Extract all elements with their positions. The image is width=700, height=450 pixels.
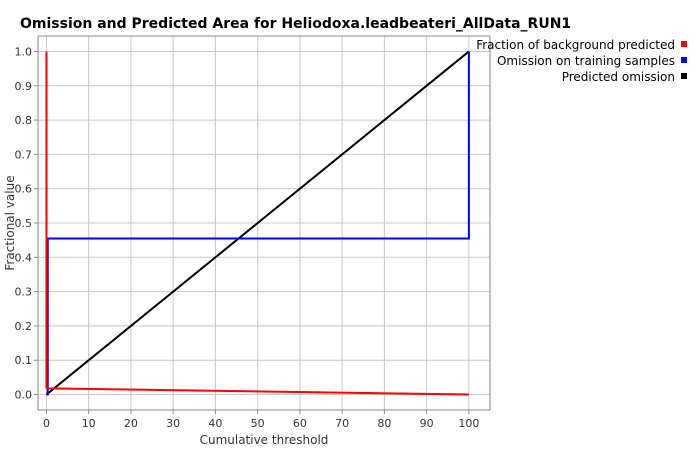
y-tick-label: 0.8 <box>15 114 33 127</box>
y-tick-label: 0.3 <box>15 286 33 299</box>
legend-swatch <box>681 57 687 63</box>
x-tick-label: 20 <box>124 417 138 430</box>
y-tick-label: 0.2 <box>15 320 33 333</box>
x-tick-label: 100 <box>458 417 479 430</box>
legend-swatch <box>681 73 687 79</box>
x-tick-label: 0 <box>43 417 50 430</box>
chart-title: Omission and Predicted Area for Heliodox… <box>20 16 571 32</box>
x-tick-label: 30 <box>166 417 180 430</box>
legend-swatch <box>681 41 687 47</box>
y-tick-label: 0.9 <box>15 80 33 93</box>
y-tick-label: 1.0 <box>15 45 33 58</box>
y-tick-label: 0.7 <box>15 148 33 161</box>
y-tick-label: 0.5 <box>15 217 33 230</box>
series-line-fraction-of-background-predicted <box>45 51 469 396</box>
legend: Fraction of background predicted Omission… <box>476 38 687 84</box>
legend-label: Omission on training samples <box>497 54 675 68</box>
x-axis-label: Cumulative threshold <box>200 433 329 447</box>
series-lines <box>45 50 470 396</box>
x-tick-label: 60 <box>293 417 307 430</box>
series-line-omission-on-training-samples <box>46 51 470 396</box>
x-tick-label: 90 <box>420 417 434 430</box>
y-tick-label: 0.0 <box>15 389 33 402</box>
legend-label: Predicted omission <box>562 70 675 84</box>
y-axis-label: Fractional value <box>3 175 17 270</box>
x-tick-label: 80 <box>377 417 391 430</box>
axis-ticks: 0 10 20 30 40 50 60 70 80 90 100 0.0 0.1 0.2 0.3 0.4 0.5… <box>15 45 480 430</box>
series-line-predicted-omission <box>45 50 470 396</box>
y-tick-label: 0.6 <box>15 183 33 196</box>
x-tick-label: 70 <box>335 417 349 430</box>
x-tick-label: 40 <box>208 417 222 430</box>
y-tick-label: 0.1 <box>15 354 33 367</box>
x-tick-label: 10 <box>82 417 96 430</box>
legend-label: Fraction of background predicted <box>476 38 675 52</box>
x-tick-label: 50 <box>251 417 265 430</box>
y-tick-label: 0.4 <box>15 251 33 264</box>
